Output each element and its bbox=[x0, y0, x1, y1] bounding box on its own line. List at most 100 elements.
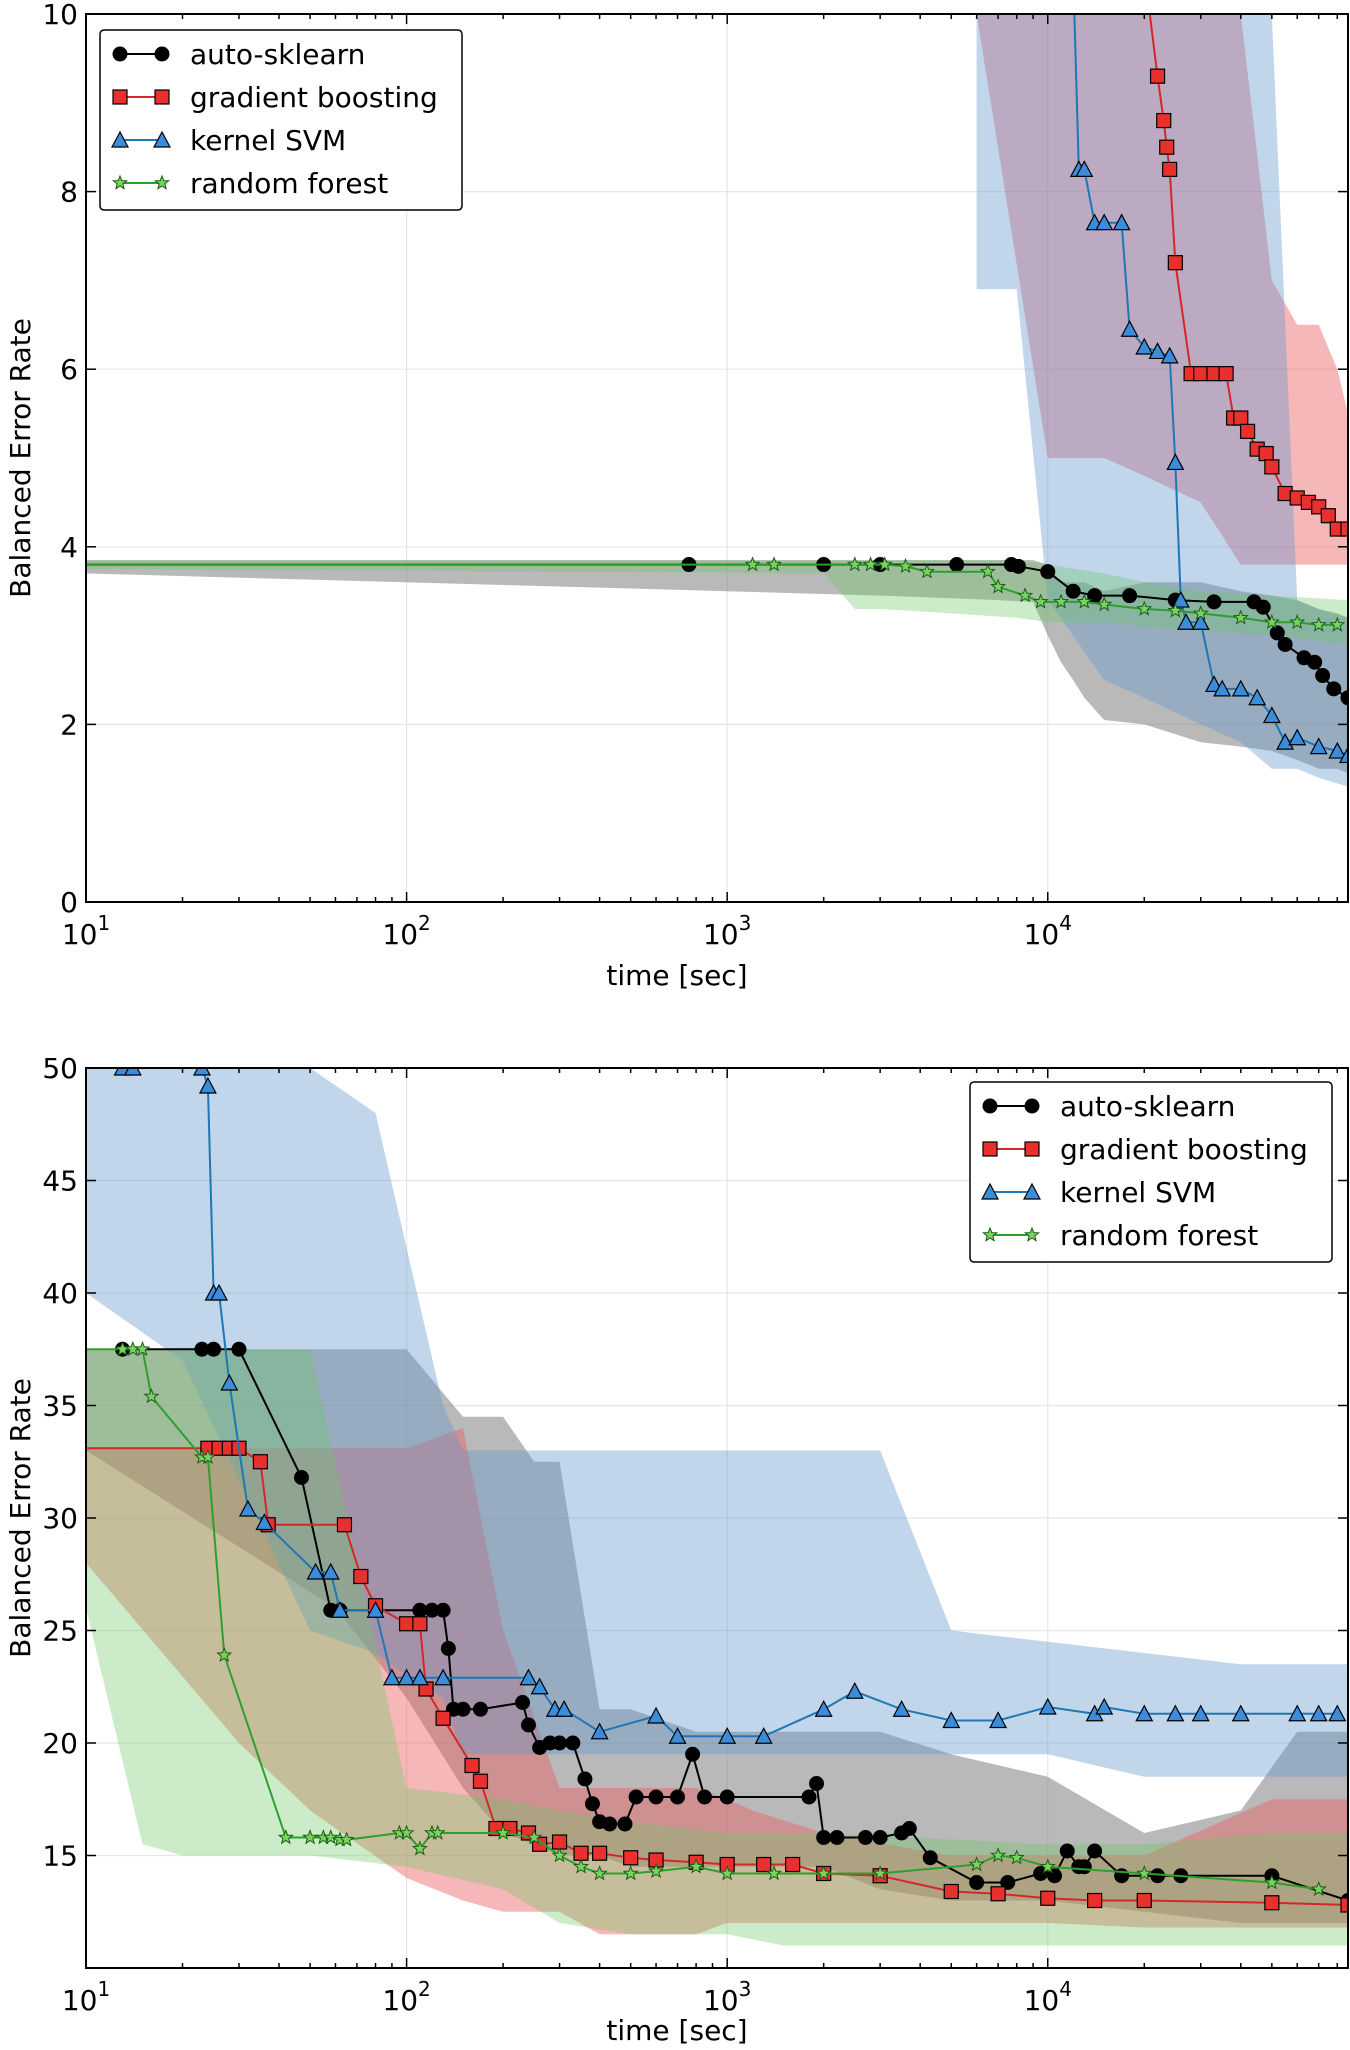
point-auto-sklearn bbox=[697, 1789, 713, 1805]
point-random-forest bbox=[862, 556, 879, 572]
y-tick-label: 2 bbox=[60, 708, 78, 741]
legend-box bbox=[99, 29, 463, 211]
point-auto-sklearn bbox=[1076, 1859, 1092, 1875]
point-random-forest bbox=[1263, 1874, 1280, 1890]
point-kernel-svm bbox=[647, 1706, 666, 1724]
point-gradient-boosting bbox=[1193, 366, 1209, 382]
legend-label: random forest bbox=[1060, 1219, 1258, 1252]
point-kernel-svm bbox=[519, 1668, 538, 1686]
point-random-forest bbox=[719, 1865, 736, 1881]
point-gradient-boosting bbox=[1162, 161, 1178, 177]
point-random-forest bbox=[1008, 1849, 1025, 1865]
point-auto-sklearn bbox=[602, 1816, 618, 1832]
confidence-bands bbox=[86, 1068, 1348, 1946]
point-kernel-svm bbox=[1112, 213, 1131, 231]
legend-label: gradient boosting bbox=[190, 81, 438, 114]
point-kernel-svm bbox=[1328, 1704, 1347, 1722]
legend-label: auto-sklearn bbox=[190, 38, 365, 71]
x-tick-label: 104 bbox=[1024, 911, 1072, 951]
point-auto-sklearn bbox=[1326, 681, 1342, 697]
band-random-forest bbox=[86, 1349, 1348, 1946]
point-gradient-boosting bbox=[1159, 139, 1175, 155]
legend-marker bbox=[154, 89, 170, 105]
point-random-forest bbox=[918, 563, 935, 579]
y-tick-label: 10 bbox=[42, 0, 78, 31]
point-auto-sklearn bbox=[455, 1701, 471, 1717]
point-auto-sklearn bbox=[1340, 690, 1348, 706]
point-auto-sklearn bbox=[1255, 599, 1271, 615]
point-random-forest bbox=[216, 1646, 233, 1663]
point-kernel-svm bbox=[668, 1726, 687, 1744]
point-random-forest bbox=[1136, 600, 1153, 616]
ticks bbox=[85, 13, 1348, 903]
x-axis-label: time [sec] bbox=[606, 2014, 747, 2047]
point-kernel-svm bbox=[530, 1677, 549, 1695]
point-kernel-svm bbox=[942, 1711, 961, 1729]
band-gradient-boosting bbox=[801, 14, 1348, 565]
point-random-forest bbox=[872, 1865, 889, 1881]
legend-marker bbox=[982, 1141, 998, 1157]
point-random-forest bbox=[622, 1865, 639, 1881]
point-random-forest bbox=[1053, 593, 1070, 609]
point-random-forest bbox=[495, 1824, 512, 1840]
legend-marker bbox=[154, 46, 170, 62]
point-gradient-boosting bbox=[1218, 366, 1234, 382]
point-auto-sklearn bbox=[1010, 558, 1026, 574]
point-random-forest bbox=[744, 556, 761, 572]
point-auto-sklearn bbox=[829, 1830, 845, 1845]
point-gradient-boosting bbox=[1264, 1895, 1280, 1911]
point-auto-sklearn bbox=[1059, 1843, 1075, 1859]
chart-top: 101 102 103 104 0 2 4 6 8 10 time [sec] Balanced Er… bbox=[4, 0, 1349, 992]
y-tick-label: 15 bbox=[42, 1840, 78, 1873]
point-random-forest bbox=[766, 1865, 783, 1881]
point-auto-sklearn bbox=[1315, 668, 1331, 684]
point-kernel-svm bbox=[1309, 737, 1328, 755]
point-kernel-svm bbox=[1191, 1704, 1210, 1722]
point-auto-sklearn bbox=[472, 1701, 488, 1717]
point-kernel-svm bbox=[1231, 679, 1250, 697]
point-random-forest bbox=[648, 1862, 665, 1879]
point-auto-sklearn bbox=[584, 1796, 600, 1812]
point-kernel-svm bbox=[1148, 342, 1167, 360]
point-random-forest bbox=[1329, 616, 1346, 632]
point-random-forest bbox=[277, 1829, 294, 1845]
legend-marker bbox=[1024, 1141, 1040, 1157]
point-kernel-svm bbox=[397, 1668, 416, 1686]
point-random-forest bbox=[322, 1829, 339, 1845]
point-kernel-svm bbox=[366, 1600, 385, 1618]
point-gradient-boosting bbox=[1320, 508, 1336, 524]
point-auto-sklearn bbox=[719, 1789, 735, 1805]
legend-marker bbox=[981, 1182, 999, 1200]
point-auto-sklearn bbox=[231, 1341, 247, 1357]
point-gradient-boosting bbox=[1167, 255, 1183, 271]
band-random-forest bbox=[86, 560, 1348, 645]
point-random-forest bbox=[815, 1865, 832, 1881]
point-auto-sklearn bbox=[617, 1816, 633, 1832]
point-kernel-svm bbox=[1095, 213, 1114, 231]
point-kernel-svm bbox=[192, 1068, 211, 1076]
point-auto-sklearn bbox=[628, 1789, 644, 1805]
point-gradient-boosting bbox=[435, 1710, 451, 1726]
point-gradient-boosting bbox=[1156, 112, 1172, 129]
point-random-forest bbox=[591, 1865, 608, 1881]
point-kernel-svm bbox=[1191, 613, 1210, 630]
point-random-forest bbox=[968, 1856, 985, 1872]
point-kernel-svm bbox=[220, 1373, 239, 1391]
point-kernel-svm bbox=[754, 1726, 773, 1744]
point-gradient-boosting bbox=[551, 1834, 568, 1850]
point-kernel-svm bbox=[892, 1699, 911, 1717]
legend-marker bbox=[153, 174, 171, 190]
point-random-forest bbox=[990, 1847, 1007, 1863]
point-kernel-svm bbox=[1288, 728, 1307, 746]
point-gradient-boosting bbox=[573, 1845, 589, 1861]
point-random-forest bbox=[990, 578, 1007, 594]
point-kernel-svm bbox=[845, 1681, 864, 1699]
point-gradient-boosting bbox=[756, 1856, 772, 1873]
point-kernel-svm bbox=[1262, 706, 1281, 724]
point-kernel-svm bbox=[238, 1499, 257, 1517]
x-tick-label: 101 bbox=[62, 1977, 110, 2017]
point-random-forest bbox=[766, 556, 783, 572]
point-gradient-boosting bbox=[336, 1517, 353, 1533]
x-tick-label: 103 bbox=[703, 1977, 751, 2017]
point-kernel-svm bbox=[1120, 319, 1139, 337]
